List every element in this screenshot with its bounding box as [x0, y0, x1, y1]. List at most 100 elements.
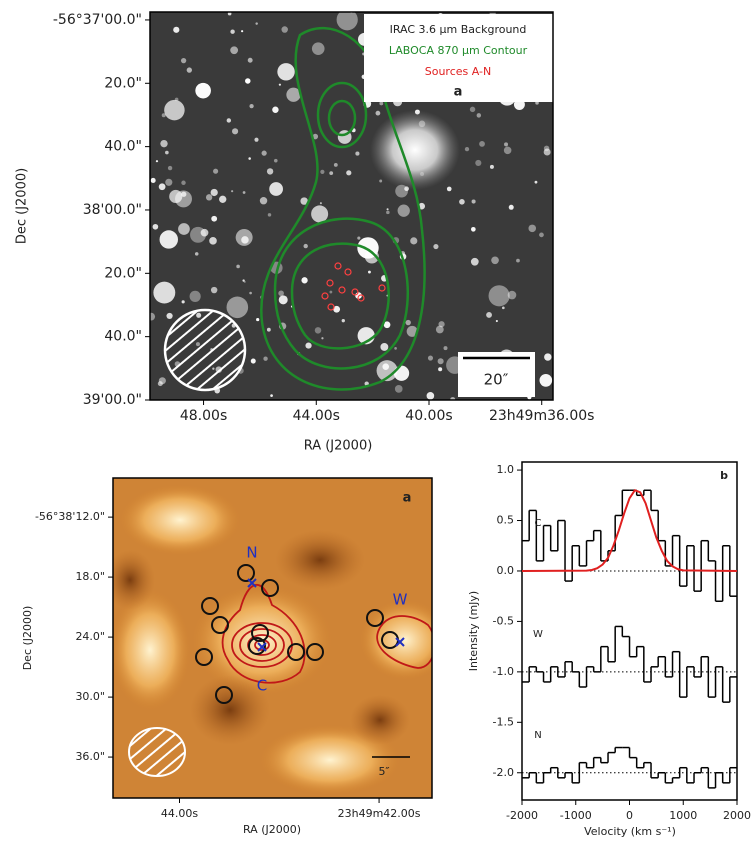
star — [386, 210, 390, 215]
star — [470, 257, 479, 266]
star — [539, 374, 553, 387]
star — [488, 285, 510, 307]
star — [507, 290, 517, 300]
y-tick-label: 0.0 — [497, 564, 515, 577]
star — [173, 26, 180, 33]
star — [469, 106, 476, 113]
star — [405, 319, 411, 326]
star — [161, 113, 166, 118]
star — [152, 223, 159, 230]
star — [489, 164, 494, 169]
star — [213, 168, 219, 174]
star — [375, 110, 381, 116]
star — [471, 226, 476, 232]
x-axis-label: Velocity (km s⁻¹) — [584, 825, 676, 838]
legend-box — [364, 14, 553, 102]
y-tick-label: 1.0 — [497, 463, 515, 476]
star — [336, 12, 358, 31]
scale-box — [458, 352, 535, 397]
star — [255, 22, 258, 25]
star — [319, 202, 322, 205]
star — [301, 277, 308, 284]
legend-text: IRAC 3.6 μm Background — [390, 23, 527, 36]
star — [158, 183, 166, 191]
star — [174, 97, 179, 102]
x-tick-label: -2000 — [506, 809, 538, 822]
star — [266, 327, 271, 332]
x-axis-label: RA (J2000) — [304, 439, 373, 454]
star — [504, 142, 509, 147]
star — [543, 148, 551, 156]
star — [286, 87, 301, 102]
star — [261, 150, 267, 156]
star — [150, 177, 156, 184]
star — [256, 317, 260, 322]
positions — [247, 578, 405, 652]
star — [311, 205, 329, 223]
x-tick-label: 23h49m36.00s — [489, 408, 595, 424]
x-tick-label: 23h49m42.00s — [338, 807, 421, 820]
star — [528, 224, 537, 233]
star — [231, 190, 234, 193]
series-label: N — [534, 730, 541, 741]
y-axis-label: Dec (J2000) — [21, 606, 34, 671]
star — [320, 169, 325, 174]
star — [200, 228, 209, 237]
y-tick-label: 40.0" — [104, 329, 142, 345]
star — [544, 353, 552, 361]
star — [502, 306, 505, 310]
star — [346, 170, 352, 176]
star — [329, 290, 333, 294]
panel-label: a — [454, 85, 463, 100]
star — [355, 151, 360, 156]
star — [379, 101, 384, 106]
star — [232, 128, 239, 135]
y-tick-label: -1.0 — [493, 665, 514, 678]
star — [357, 236, 361, 240]
star — [303, 243, 308, 249]
star — [189, 290, 201, 302]
star — [210, 188, 218, 197]
star — [250, 358, 256, 364]
line-image — [113, 478, 432, 798]
y-tick-label: -56°37'00.0" — [53, 12, 142, 28]
fit-curve — [521, 489, 738, 572]
star — [150, 312, 156, 321]
star — [181, 300, 185, 304]
star — [443, 346, 448, 351]
series-label: C — [535, 518, 542, 529]
star — [249, 291, 252, 295]
star — [267, 213, 272, 217]
scale-label: 5″ — [378, 765, 389, 778]
star — [491, 256, 499, 265]
star — [464, 147, 470, 152]
star — [195, 82, 211, 99]
y-tick-label: 36.0" — [75, 750, 105, 763]
star — [235, 228, 253, 246]
star — [230, 29, 235, 34]
star — [394, 385, 403, 393]
y-tick-label: 20.0" — [104, 265, 142, 281]
star — [516, 258, 520, 263]
star — [178, 223, 190, 235]
star — [495, 319, 498, 323]
source-label: N — [246, 544, 257, 562]
star — [209, 237, 217, 245]
x-tick-label: 44.00s — [293, 408, 340, 424]
star — [277, 63, 295, 81]
star — [539, 232, 544, 238]
x-tick-label: 48.00s — [180, 408, 227, 424]
star — [427, 355, 434, 361]
star — [180, 57, 187, 64]
star — [194, 252, 199, 256]
star — [226, 118, 232, 123]
y-tick-label: 39'00.0" — [83, 392, 142, 408]
y-tick-label: -1.5 — [493, 715, 514, 728]
star — [321, 337, 324, 340]
star — [535, 101, 539, 105]
star — [278, 290, 284, 297]
star — [471, 199, 476, 204]
panel-label: a — [403, 491, 412, 506]
star — [247, 57, 253, 63]
source-circles — [195, 564, 399, 704]
